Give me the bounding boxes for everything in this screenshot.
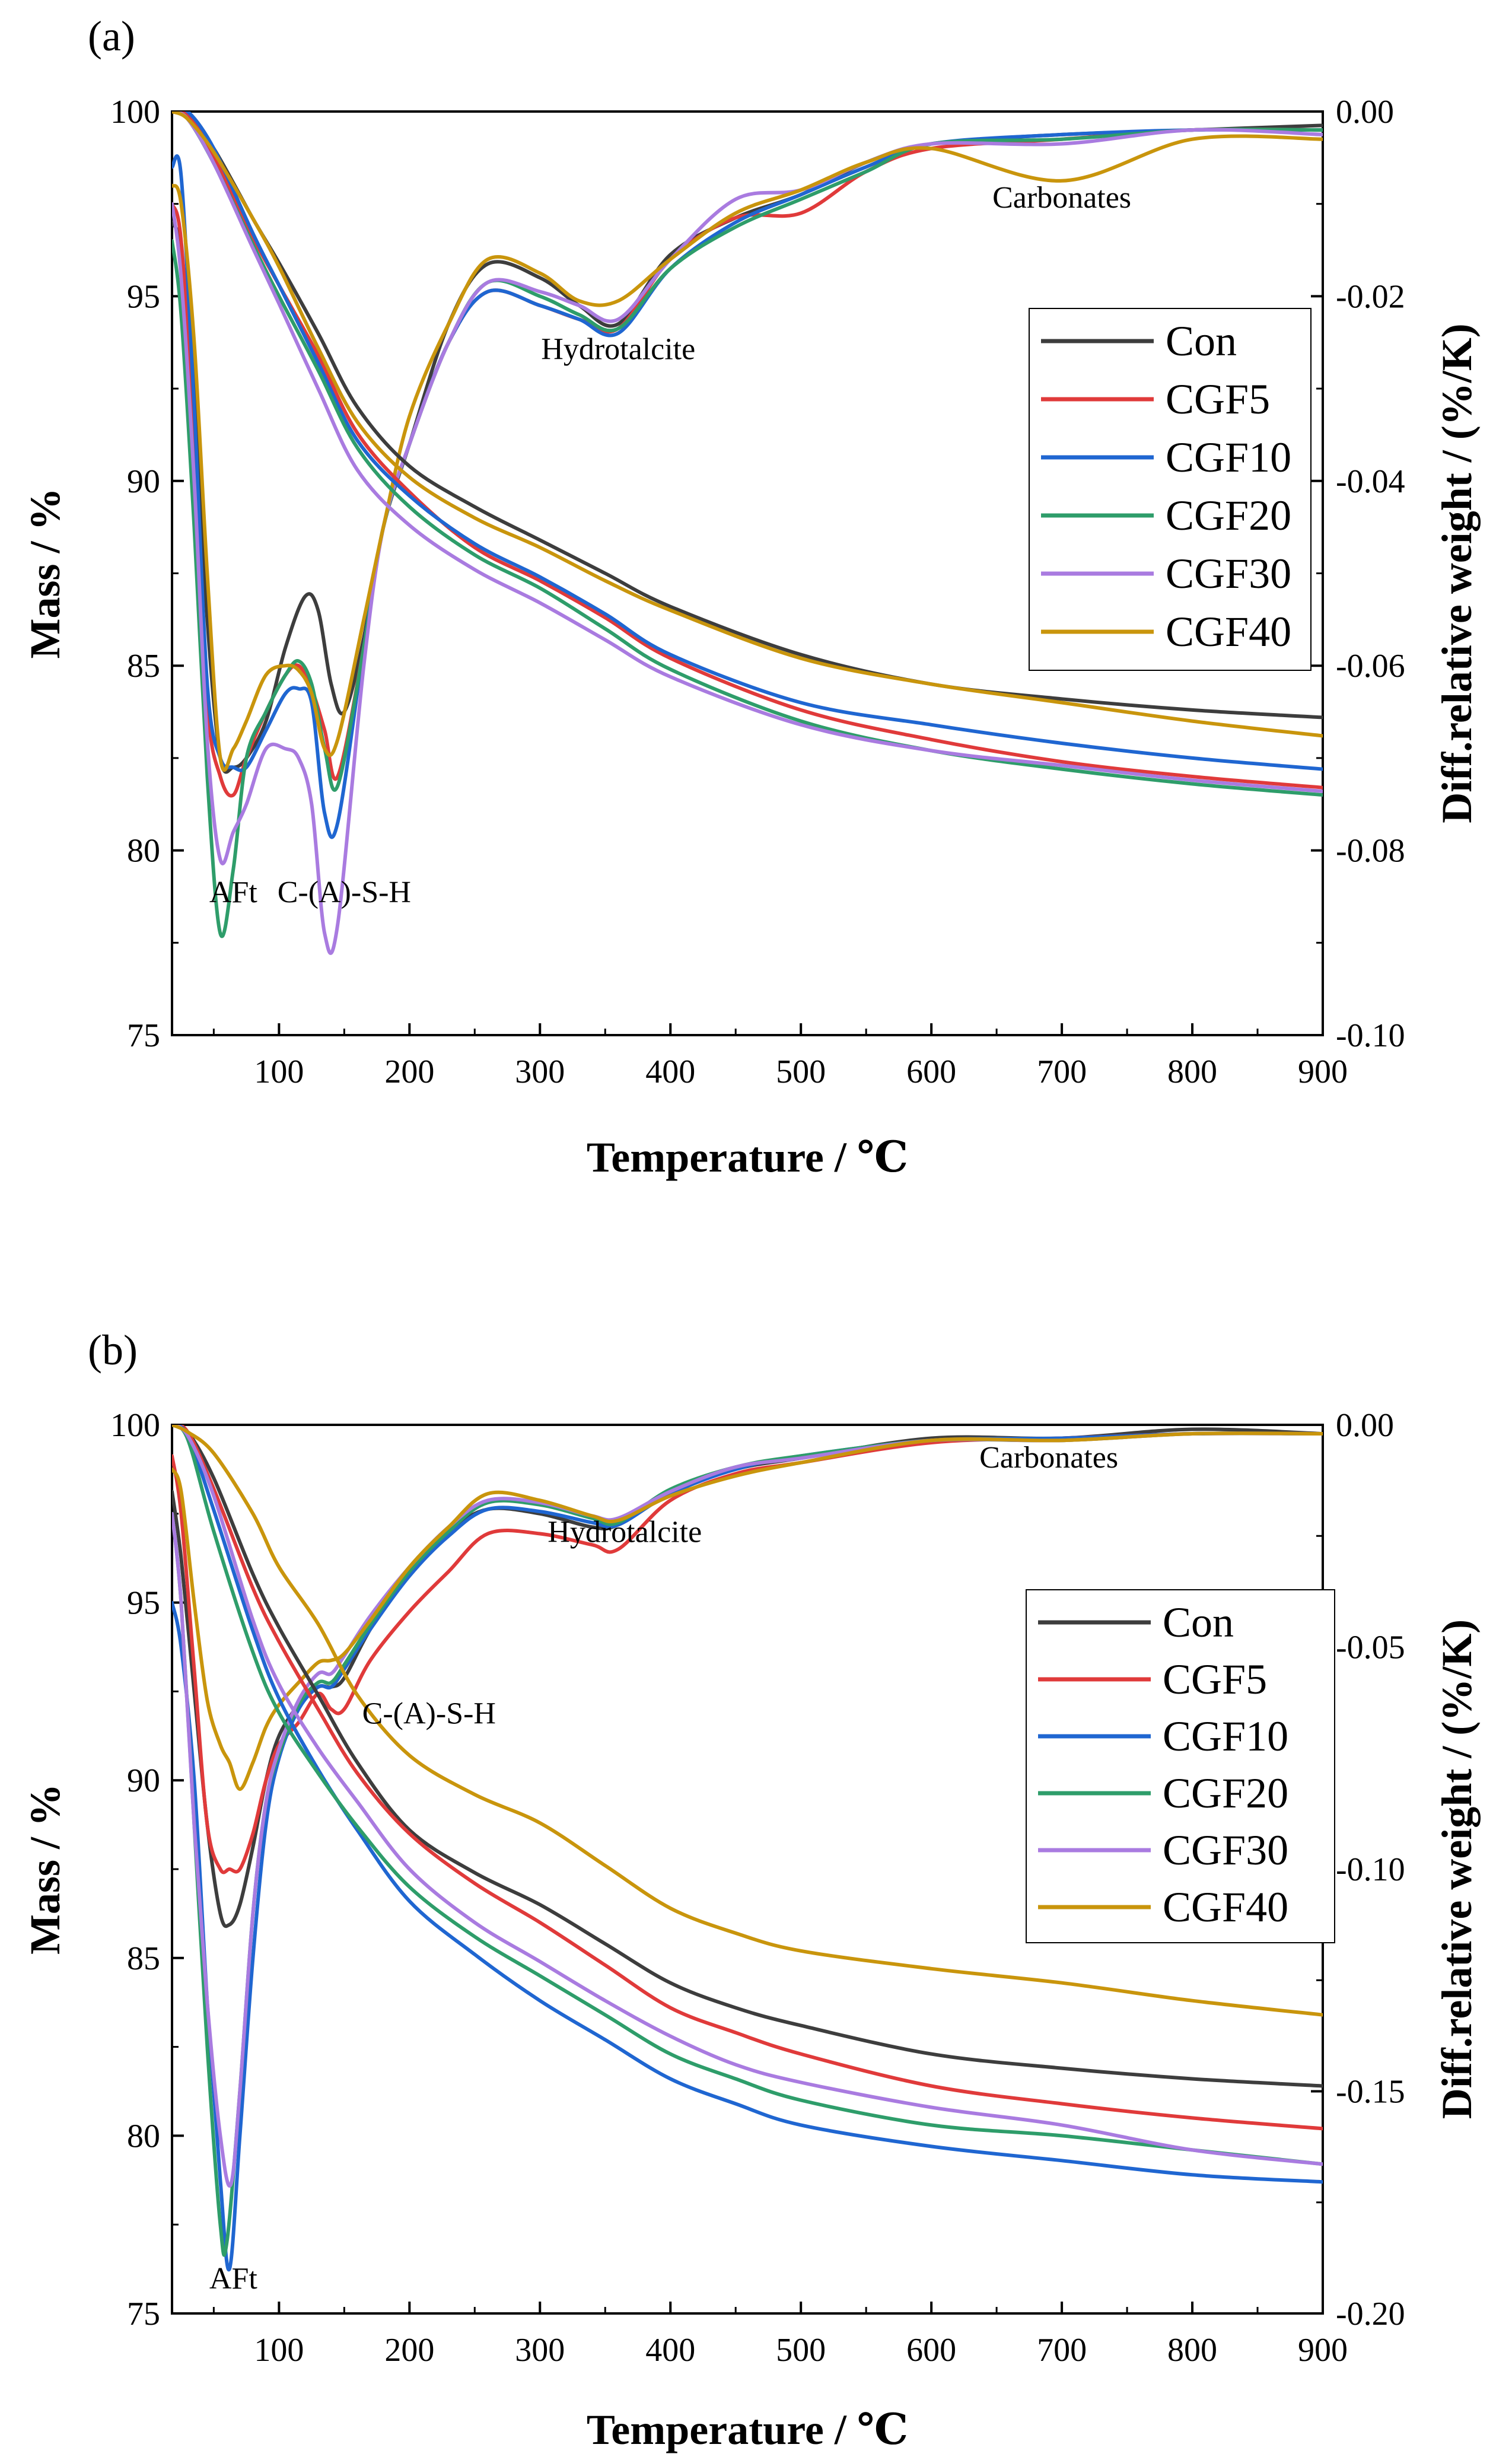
legend-box <box>1026 1589 1335 1943</box>
dtg-line-cgf40 <box>172 1431 1323 1791</box>
x-tick-label: 900 <box>1298 1054 1348 1090</box>
series-curves <box>172 1425 1323 2272</box>
y-right-tick-label: -0.04 <box>1336 463 1405 500</box>
panel-b: (b) 100 200 300 400 500 600 700 800 900 75 80 85 90 95… <box>21 1326 1481 2453</box>
x-tick-label: 500 <box>776 1054 826 1090</box>
y-right-tick-label: -0.10 <box>1336 1851 1405 1888</box>
tg-line-cgf5 <box>172 1425 1323 2131</box>
legend-label: CGF40 <box>1163 1883 1288 1931</box>
y-right-tick-label: -0.10 <box>1336 1017 1405 1054</box>
y-left-tick-label: 85 <box>127 1940 160 1977</box>
legend: Con CGF5 CGF10 CGF20 CGF30 CGF40 <box>1029 308 1312 671</box>
x-tick-label: 600 <box>906 2332 956 2369</box>
legend-label: CGF40 <box>1166 608 1291 655</box>
annotation-label: Hydrotalcite <box>547 1516 702 1549</box>
x-tick-label: 800 <box>1167 1054 1217 1090</box>
tg-line-cgf40 <box>172 1425 1323 2017</box>
x-tick-label: 900 <box>1298 2332 1348 2369</box>
dtg-line-cgf20 <box>172 1431 1323 2257</box>
y-right-axis-title: Diff.relative weight / (%/K) <box>1433 323 1481 823</box>
x-tick-label: 100 <box>254 1054 304 1090</box>
legend-label: CGF30 <box>1166 550 1291 597</box>
y-left-tick-label: 100 <box>110 94 160 131</box>
y-right-tick-label: -0.05 <box>1336 1629 1405 1666</box>
y-left-tick-label: 100 <box>110 1407 160 1444</box>
x-tick-label: 300 <box>515 1054 565 1090</box>
annotation-label: C-(A)-S-H <box>362 1697 496 1730</box>
tg-line-cgf30 <box>172 1425 1323 2166</box>
tg-line-cgf10 <box>172 112 1323 771</box>
x-tick-label: 700 <box>1037 1054 1087 1090</box>
y-right-tick-label: -0.02 <box>1336 278 1405 315</box>
y-right-tick-label: 0.00 <box>1336 94 1394 131</box>
x-tick-label: 400 <box>645 2332 695 2369</box>
y-left-tick-label: 80 <box>127 833 160 870</box>
x-tick-label: 200 <box>384 2332 434 2369</box>
legend-label: CGF20 <box>1163 1769 1288 1817</box>
panel-label: (a) <box>88 12 135 60</box>
x-tick-label: 100 <box>254 2332 304 2369</box>
x-axis-title: Temperature / ℃ <box>587 2406 908 2453</box>
dtg-line-cgf5 <box>172 1431 1323 1874</box>
tg-line-cgf20 <box>172 1425 1323 2166</box>
legend-label: CGF5 <box>1163 1656 1267 1703</box>
legend-label: CGF30 <box>1163 1826 1288 1874</box>
x-tick-label: 200 <box>384 1054 434 1090</box>
y-right-tick-label: -0.08 <box>1336 833 1405 870</box>
tg-line-cgf30 <box>172 112 1323 793</box>
panel-label: (b) <box>88 1326 138 1374</box>
legend-label: CGF5 <box>1166 375 1270 423</box>
legend-label: CGF20 <box>1166 492 1291 539</box>
tg-line-cgf10 <box>172 1425 1323 2184</box>
x-tick-label: 700 <box>1037 2332 1087 2369</box>
y-right-axis-title: Diff.relative weight / (%/K) <box>1433 1619 1481 2119</box>
y-left-tick-label: 75 <box>127 1017 160 1054</box>
annotation-label: C-(A)-S-H <box>278 876 411 909</box>
tg-line-con <box>172 1425 1323 2088</box>
x-tick-label: 800 <box>1167 2332 1217 2369</box>
panel-a: (a) 100 200 300 400 500 600 700 800 900 75 80 85 90 95… <box>21 12 1481 1181</box>
annotation-label: AFt <box>209 2262 257 2296</box>
legend-label: Con <box>1166 317 1237 365</box>
y-right-tick-label: -0.15 <box>1336 2074 1405 2111</box>
y-left-tick-label: 90 <box>127 463 160 500</box>
y-left-tick-label: 90 <box>127 1762 160 1799</box>
y-left-tick-label: 80 <box>127 2118 160 2154</box>
annotation-label: Carbonates <box>979 1441 1118 1475</box>
y-left-axis-title: Mass / % <box>21 1784 69 1955</box>
x-tick-label: 300 <box>515 2332 565 2369</box>
y-right-tick-label: 0.00 <box>1336 1407 1394 1444</box>
y-left-axis-title: Mass / % <box>21 488 69 659</box>
tg-line-cgf40 <box>172 112 1323 738</box>
legend-label: CGF10 <box>1166 434 1291 481</box>
legend-label: CGF10 <box>1163 1713 1288 1760</box>
annotation-label: Carbonates <box>992 181 1131 215</box>
y-left-tick-label: 85 <box>127 648 160 685</box>
annotation-label: AFt <box>209 876 257 909</box>
series-curves <box>172 112 1323 955</box>
x-tick-label: 500 <box>776 2332 826 2369</box>
y-left-tick-label: 95 <box>127 278 160 315</box>
dtg-line-cgf30 <box>172 1431 1323 2188</box>
y-left-tick-label: 95 <box>127 1585 160 1622</box>
x-axis-title: Temperature / ℃ <box>587 1134 908 1181</box>
y-right-tick-label: -0.06 <box>1336 648 1405 685</box>
legend-label: Con <box>1163 1599 1234 1646</box>
y-right-tick-label: -0.20 <box>1336 2296 1405 2332</box>
legend-box <box>1029 308 1312 671</box>
legend: Con CGF5 CGF10 CGF20 CGF30 CGF40 <box>1026 1589 1335 1943</box>
x-tick-label: 600 <box>906 1054 956 1090</box>
x-tick-label: 400 <box>645 1054 695 1090</box>
dtg-line-cgf40 <box>172 134 1323 772</box>
y-left-tick-label: 75 <box>127 2296 160 2332</box>
annotation-label: Hydrotalcite <box>541 332 695 366</box>
